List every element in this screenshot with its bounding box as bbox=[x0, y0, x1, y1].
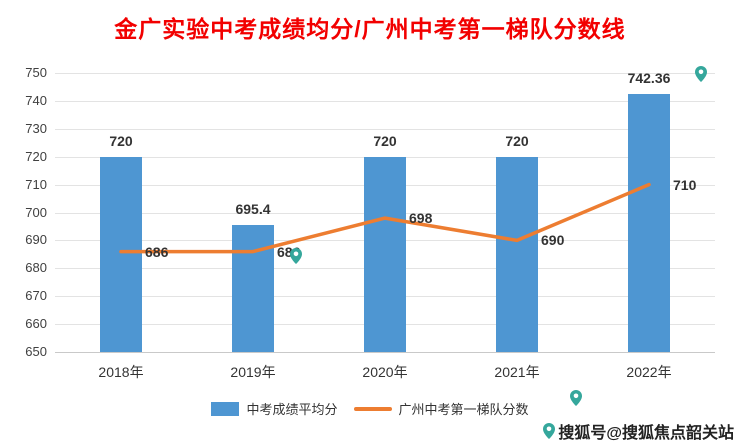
y-axis-tick-label: 710 bbox=[25, 176, 47, 192]
bar-2018年 bbox=[100, 156, 142, 352]
legend: 中考成绩平均分 广州中考第一梯队分数 bbox=[0, 399, 740, 418]
map-pin-icon bbox=[543, 423, 556, 439]
line-series-swatch-icon bbox=[353, 406, 392, 411]
y-axis-tick-label: 680 bbox=[25, 260, 47, 276]
y-axis-tick-label: 740 bbox=[25, 92, 47, 108]
y-axis-tick-label: 730 bbox=[25, 120, 47, 136]
bar-series-swatch-icon bbox=[211, 401, 240, 416]
bar-value-label: 720 bbox=[109, 132, 133, 149]
bar-value-label: 742.36 bbox=[627, 70, 671, 87]
bar-value-label: 720 bbox=[373, 132, 397, 149]
map-pin-icon bbox=[695, 66, 707, 82]
y-axis-tick-label: 670 bbox=[25, 288, 47, 304]
x-axis-tick-label: 2018年 bbox=[98, 364, 144, 380]
x-axis-tick-label: 2021年 bbox=[494, 364, 540, 380]
y-axis-tick-label: 720 bbox=[25, 148, 47, 164]
line-value-label: 690 bbox=[541, 232, 565, 249]
x-axis-tick-label: 2020年 bbox=[362, 364, 408, 380]
gridline bbox=[55, 352, 715, 353]
legend-item-avg-score: 中考成绩平均分 bbox=[211, 399, 338, 418]
y-axis-tick-label: 750 bbox=[25, 65, 47, 80]
map-pin-icon bbox=[290, 248, 302, 264]
gridline bbox=[55, 100, 715, 102]
x-axis-tick-label: 2019年 bbox=[230, 364, 276, 380]
chart-title: 金广实验中考成绩均分/广州中考第一梯队分数线 bbox=[114, 16, 626, 42]
x-axis-tick-label: 2022年 bbox=[626, 364, 672, 380]
y-axis-tick-label: 660 bbox=[25, 316, 47, 332]
bar-2021年 bbox=[496, 156, 538, 352]
map-pin-icon bbox=[570, 390, 582, 406]
line-value-label: 710 bbox=[673, 176, 697, 193]
bar-value-label: 695.4 bbox=[235, 201, 271, 218]
watermark: 搜狐号@搜狐焦点韶关站 bbox=[543, 419, 734, 443]
legend-item-tier-line: 广州中考第一梯队分数 bbox=[353, 399, 529, 418]
plot-area: 650 660 670 680 690 700 710 720 730 740 750 720 2018… bbox=[25, 65, 715, 380]
y-axis-tick-label: 700 bbox=[25, 204, 47, 220]
tier-line-series bbox=[119, 182, 651, 254]
gridline bbox=[55, 128, 715, 130]
watermark-text: 搜狐号@搜狐焦点韶关站 bbox=[558, 425, 734, 442]
bar-2020年 bbox=[364, 156, 406, 352]
legend-label-avg-score: 中考成绩平均分 bbox=[246, 402, 338, 417]
line-value-label: 698 bbox=[409, 210, 433, 227]
y-axis-tick-label: 650 bbox=[25, 344, 47, 359]
gridline bbox=[55, 73, 715, 74]
bar-2022年 bbox=[628, 94, 670, 352]
bar-value-label: 720 bbox=[505, 132, 529, 149]
y-axis-tick-label: 690 bbox=[25, 232, 47, 248]
legend-label-tier-line: 广州中考第一梯队分数 bbox=[398, 402, 529, 417]
line-value-label: 686 bbox=[145, 243, 169, 260]
